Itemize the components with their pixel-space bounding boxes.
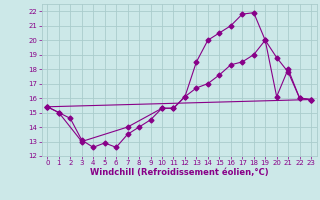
X-axis label: Windchill (Refroidissement éolien,°C): Windchill (Refroidissement éolien,°C) (90, 168, 268, 177)
